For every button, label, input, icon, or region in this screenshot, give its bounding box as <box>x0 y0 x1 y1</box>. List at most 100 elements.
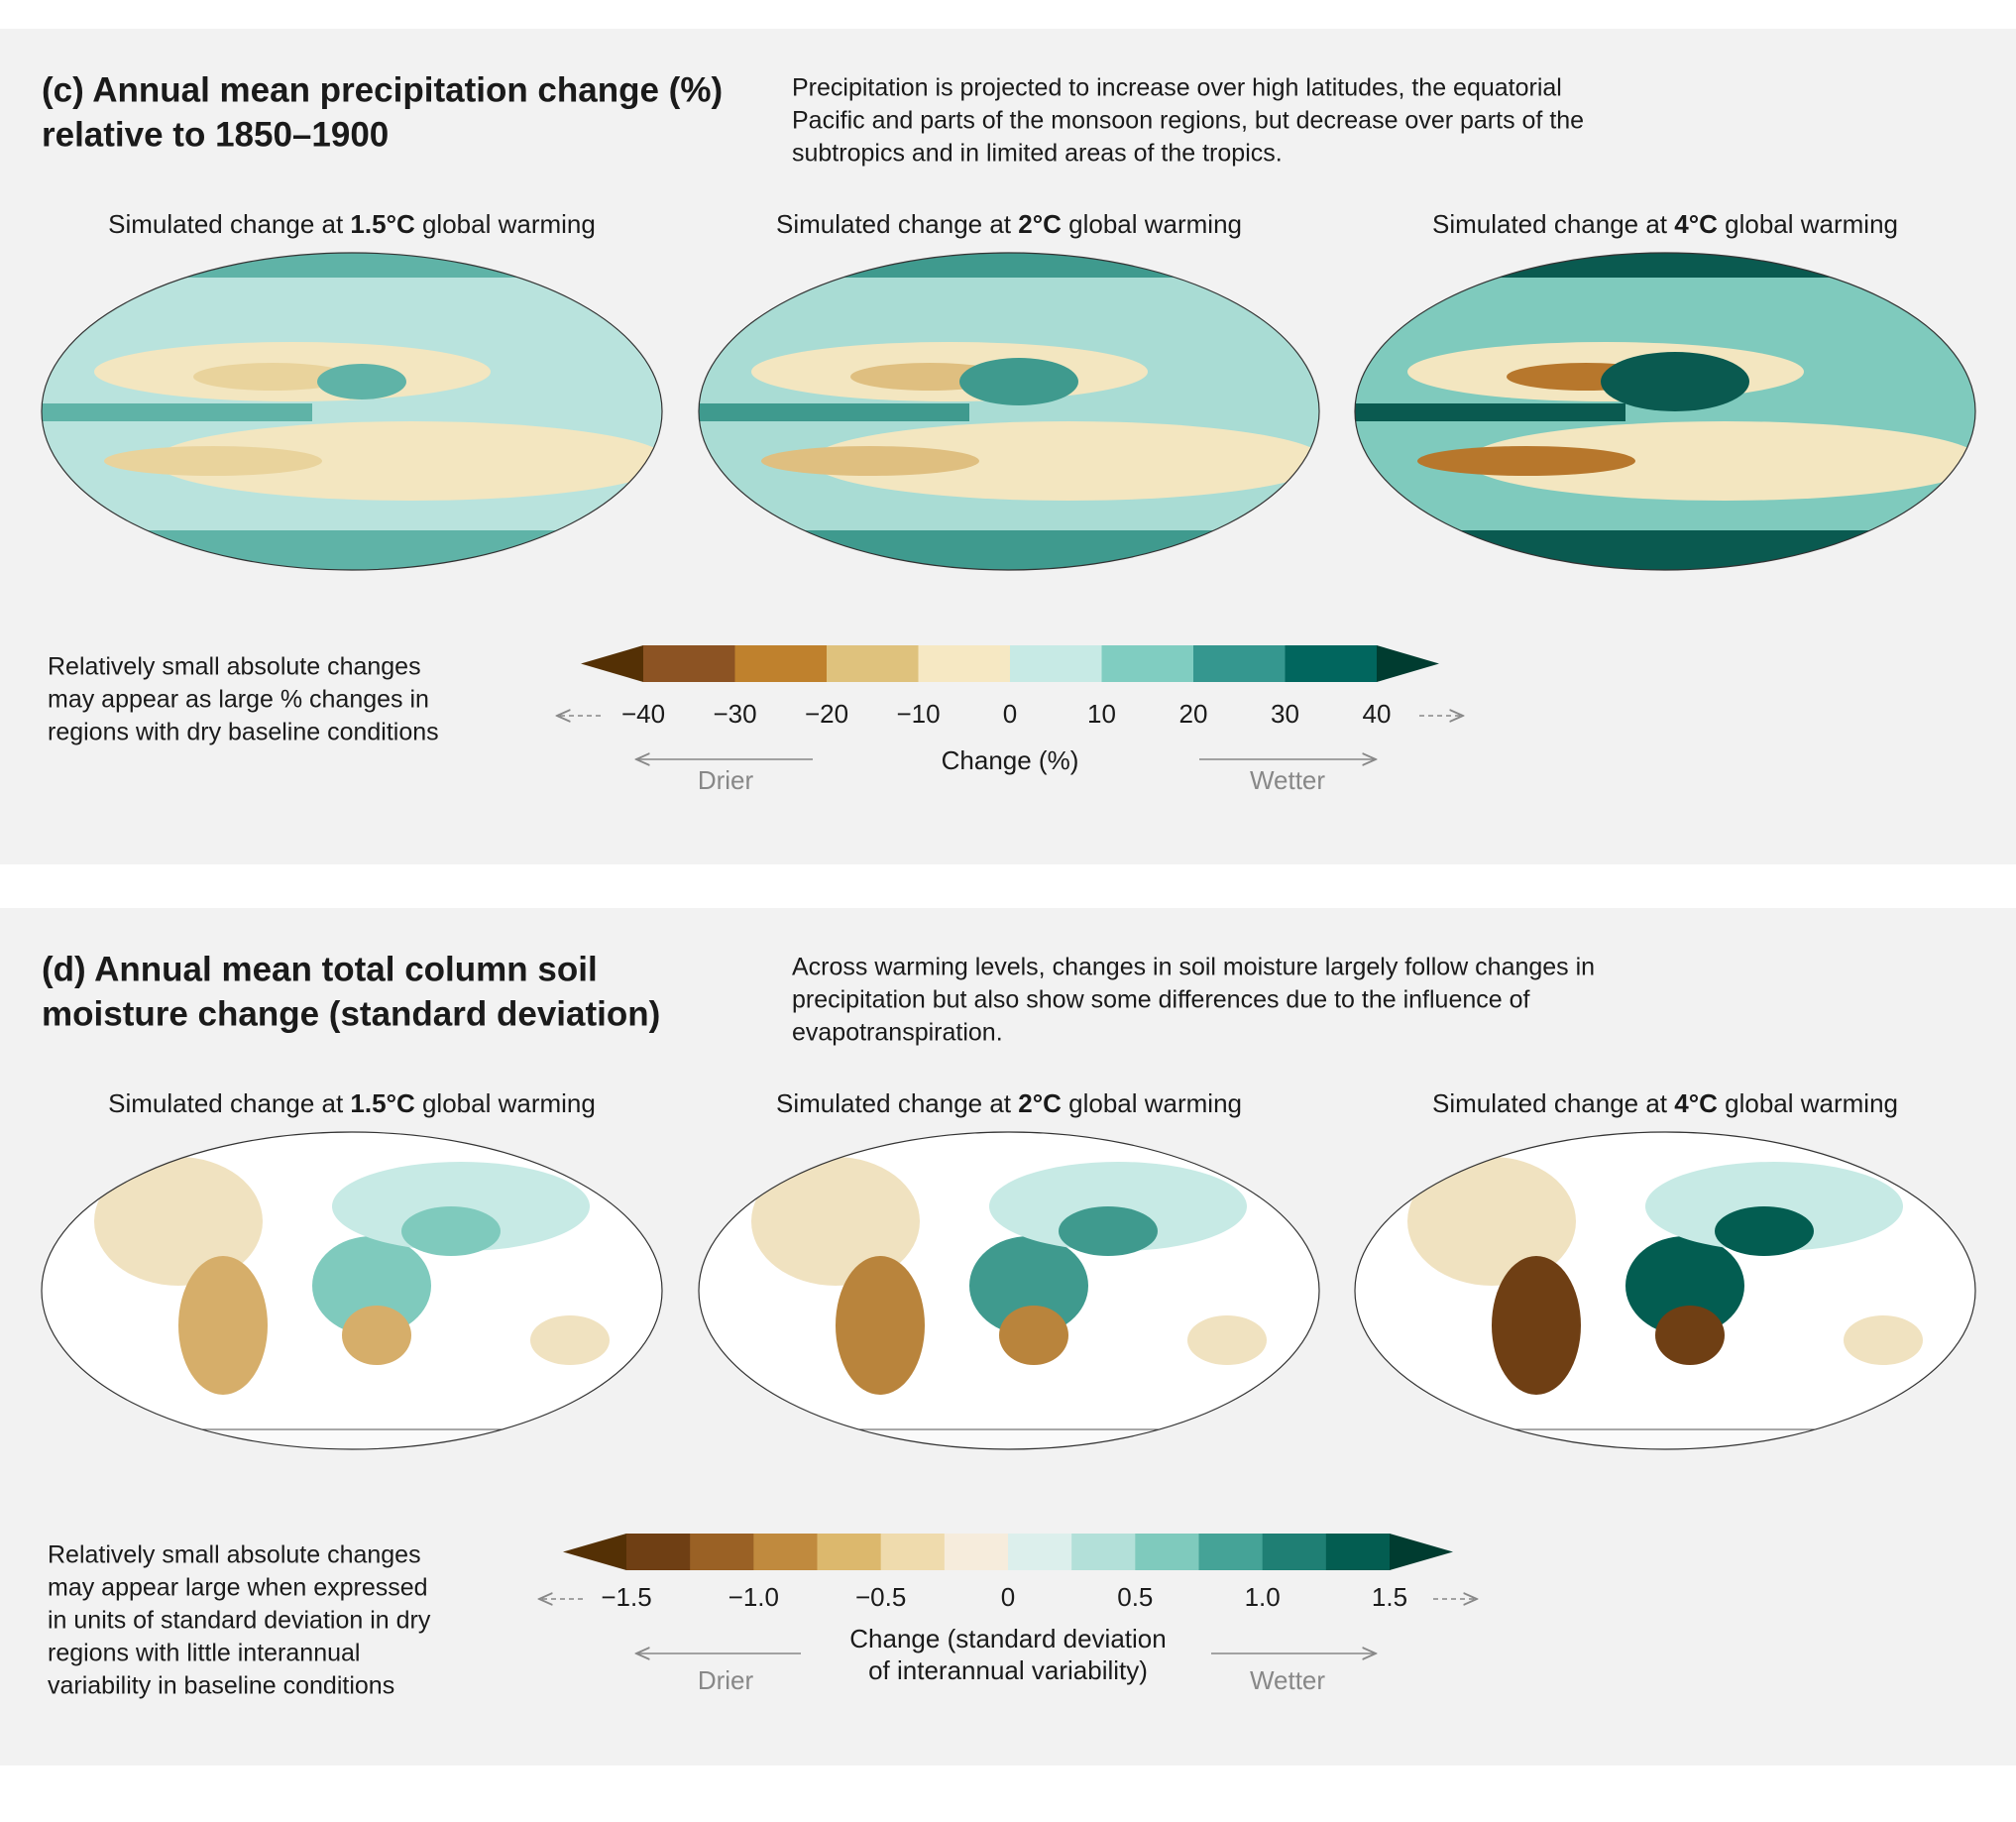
note: Relatively small absolute changes <box>48 653 421 681</box>
colorbar-segment <box>1285 645 1378 682</box>
colorbar-segment <box>1198 1534 1264 1570</box>
colorbar-label: Change (standard deviation <box>849 1624 1166 1653</box>
map-title-part: 4°C <box>1674 209 1718 239</box>
drier-label: Drier <box>698 765 754 795</box>
map-title-part: global warming <box>1718 1088 1898 1118</box>
panel-description: evapotranspiration. <box>792 1019 1003 1047</box>
colorbar-segment <box>643 645 735 682</box>
note: in units of standard deviation in dry <box>48 1607 431 1635</box>
map-land <box>1655 1306 1725 1365</box>
map-title: Simulated change at 1.5°C global warming <box>108 209 596 239</box>
colorbar-tick-label: 0.5 <box>1117 1582 1153 1612</box>
map-title-part: global warming <box>1062 209 1242 239</box>
map-outline <box>698 1131 1320 1450</box>
colorbar-segment <box>734 645 828 682</box>
note: may appear as large % changes in <box>48 686 429 714</box>
map-outline <box>698 252 1320 571</box>
map-blob <box>104 446 322 476</box>
map-title-part: 2°C <box>1018 1088 1062 1118</box>
colorbar-segment <box>1193 645 1286 682</box>
map-land <box>751 1157 920 1286</box>
map-blob <box>1467 421 1975 501</box>
colorbar-segment <box>1010 645 1102 682</box>
wetter-label: Wetter <box>1250 765 1325 795</box>
map-land <box>1645 1162 1903 1251</box>
colorbar-tick-label: −20 <box>805 699 848 729</box>
map-title-part: 2°C <box>1018 209 1062 239</box>
colorbar-under <box>581 645 643 682</box>
note: Relatively small absolute changes <box>48 1541 421 1569</box>
note: regions with little interannual <box>48 1640 360 1667</box>
colorbar-under <box>563 1534 626 1570</box>
colorbar-segment <box>944 1534 1009 1570</box>
map-land <box>836 1256 925 1395</box>
note: may appear large when expressed <box>48 1574 428 1602</box>
map-land <box>1059 1206 1158 1256</box>
map-band <box>699 403 969 421</box>
colorbar-tick-label: 30 <box>1271 699 1299 729</box>
panel-title: relative to 1850–1900 <box>42 115 389 154</box>
colorbar-tick-label: −1.0 <box>728 1582 779 1612</box>
map <box>42 1132 662 1449</box>
panel-title: moisture change (standard deviation) <box>42 994 660 1033</box>
panel-description: Precipitation is projected to increase o… <box>792 74 1562 102</box>
map-title: Simulated change at 2°C global warming <box>776 209 1242 239</box>
colorbar-tick-label: 1.5 <box>1372 1582 1407 1612</box>
map-land <box>312 1236 431 1335</box>
colorbar-tick-label: −1.5 <box>601 1582 651 1612</box>
panel-description: subtropics and in limited areas of the t… <box>792 140 1283 168</box>
map-blob <box>193 363 352 391</box>
map-title: Simulated change at 4°C global warming <box>1432 209 1898 239</box>
colorbar-segment <box>817 1534 882 1570</box>
map-blob <box>1601 352 1749 411</box>
map-band <box>1355 403 1625 421</box>
map-land <box>1625 1236 1744 1335</box>
colorbar-tick-label: 1.0 <box>1245 1582 1281 1612</box>
map-land <box>530 1315 610 1365</box>
map <box>1355 1132 1975 1449</box>
colorbar-tick-label: 0 <box>1001 1582 1015 1612</box>
map-title-part: 1.5°C <box>350 209 415 239</box>
map-land <box>401 1206 501 1256</box>
colorbar-segment <box>1071 1534 1136 1570</box>
map-outline <box>1354 252 1976 571</box>
colorbar-label: of interannual variability) <box>868 1655 1148 1685</box>
map-title-part: Simulated change at <box>776 209 1018 239</box>
colorbar-segment <box>918 645 1011 682</box>
colorbar-tick-label: −0.5 <box>855 1582 906 1612</box>
map-land <box>178 1256 268 1395</box>
map-land <box>989 1162 1247 1251</box>
panel-description: Across warming levels, changes in soil m… <box>792 954 1595 981</box>
map-land <box>999 1306 1068 1365</box>
colorbar-segment <box>1262 1534 1327 1570</box>
map-land <box>342 1306 411 1365</box>
map-outline <box>41 1131 663 1450</box>
colorbar-segment <box>626 1534 691 1570</box>
map-blob <box>811 421 1319 501</box>
map-title-part: 4°C <box>1674 1088 1718 1118</box>
colorbar-over <box>1377 645 1439 682</box>
colorbar-label: Change (%) <box>942 745 1079 775</box>
map <box>699 1132 1319 1449</box>
colorbar-segment <box>753 1534 818 1570</box>
colorbar-segment <box>1135 1534 1199 1570</box>
map-blob <box>1417 446 1635 476</box>
map-land <box>1187 1315 1267 1365</box>
map-land <box>1492 1256 1581 1395</box>
colorbar-segment <box>1008 1534 1072 1570</box>
map-title-part: Simulated change at <box>1432 1088 1674 1118</box>
map-land <box>1844 1315 1923 1365</box>
panel-title: (d) Annual mean total column soil <box>42 950 598 988</box>
map-blob <box>317 364 406 399</box>
map-title-part: global warming <box>1718 209 1898 239</box>
map-blob <box>154 421 662 501</box>
map-land <box>94 1157 263 1286</box>
map-land <box>1715 1206 1814 1256</box>
panel-description: Pacific and parts of the monsoon regions… <box>792 107 1584 135</box>
map-land <box>969 1236 1088 1335</box>
panel-description: precipitation but also show some differe… <box>792 986 1530 1014</box>
colorbar-tick-label: −40 <box>621 699 665 729</box>
drier-label: Drier <box>698 1665 754 1695</box>
map-band <box>42 403 312 421</box>
